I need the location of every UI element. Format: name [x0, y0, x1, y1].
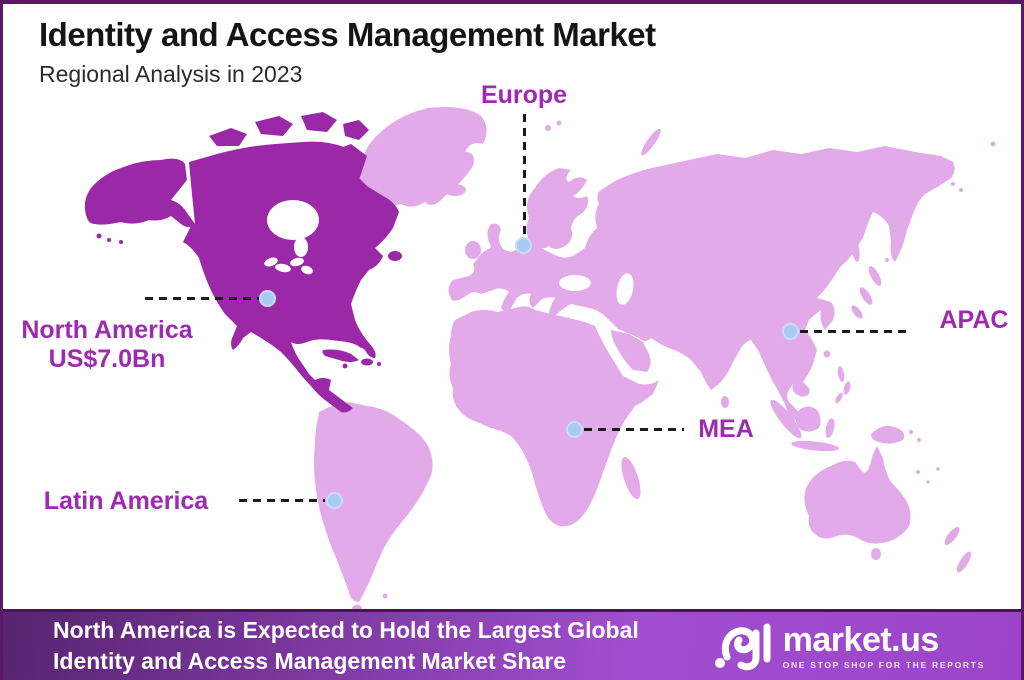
north-america-label: North America US$7.0Bn [13, 316, 201, 374]
bottom-banner: North America is Expected to Hold the La… [3, 609, 1021, 680]
north-america-marker [259, 290, 276, 307]
brand-name: market.us [782, 620, 940, 659]
region-north-america-landmass [84, 112, 402, 413]
region-madagascar [621, 456, 641, 500]
region-greenland [359, 107, 487, 207]
apac-label: APAC [939, 306, 1009, 334]
black-sea [559, 275, 591, 291]
mea-marker [566, 421, 583, 438]
region-east-asia-islands [800, 182, 963, 404]
region-new-zealand-north [944, 526, 960, 546]
region-iceland [444, 184, 466, 196]
latin-america-marker [326, 492, 343, 509]
europe-callout-line [523, 114, 526, 240]
region-sri-lanka [721, 396, 729, 408]
apac-marker [782, 323, 799, 340]
header: Identity and Access Management Market Re… [39, 16, 656, 88]
hudson-bay [267, 200, 319, 240]
north-america-label-name: North America [21, 316, 193, 344]
north-america-callout-line [145, 297, 261, 300]
latin-america-label: Latin America [43, 487, 209, 515]
north-america-value: US$7.0Bn [48, 345, 166, 373]
page-title: Identity and Access Management Market [39, 16, 656, 53]
apac-callout-line [800, 330, 912, 333]
brand-tagline: ONE STOP SHOP FOR THE REPORTS [782, 659, 985, 670]
region-tasmania [871, 548, 881, 560]
region-new-zealand-south [956, 551, 972, 573]
banner-line-1: North America is Expected to Hold the La… [53, 617, 639, 643]
region-eurasia-landmass [448, 146, 955, 420]
region-africa [449, 306, 729, 527]
mea-callout-line [584, 428, 684, 431]
world-map [84, 107, 996, 611]
market-us-logo-icon [714, 623, 771, 671]
europe-marker [515, 237, 532, 254]
region-australia [804, 446, 972, 573]
latin-america-callout-line [239, 499, 325, 502]
banner-line-2: Identity and Access Management Market Sh… [53, 648, 566, 674]
page-subtitle: Regional Analysis in 2023 [39, 61, 303, 87]
caspian-sea [616, 273, 634, 305]
mea-label: MEA [698, 415, 754, 443]
region-southeast-asia-islands [770, 399, 940, 484]
region-arabia [611, 330, 651, 372]
banner-text: North America is Expected to Hold the La… [3, 615, 639, 677]
great-lakes [264, 257, 278, 267]
europe-label: Europe [480, 81, 568, 109]
brand-logo: market.us ONE STOP SHOP FOR THE REPORTS [713, 620, 985, 672]
brand-words: market.us ONE STOP SHOP FOR THE REPORTS [783, 623, 985, 670]
